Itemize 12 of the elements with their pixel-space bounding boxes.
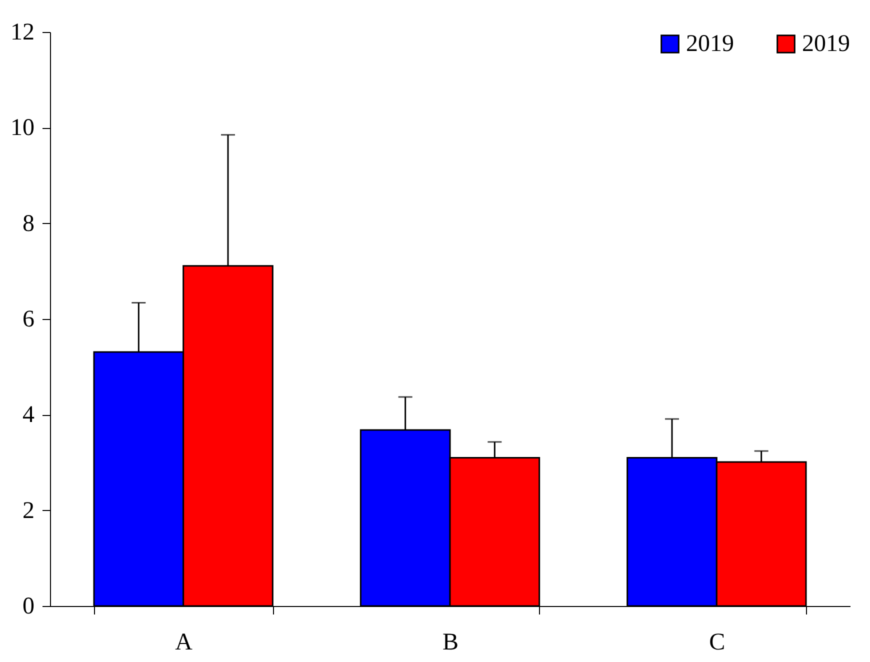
- legend-label: 2019: [802, 31, 850, 57]
- x-tick-label: C: [709, 630, 726, 656]
- legend-label: 2019: [686, 31, 734, 57]
- x-tick-label: B: [442, 630, 459, 656]
- y-tick-label: 2: [22, 498, 34, 524]
- y-tick-label: 4: [22, 402, 34, 428]
- y-tick-label: 6: [22, 306, 34, 332]
- y-tick-label: 10: [10, 115, 34, 142]
- x-tick-label: A: [175, 630, 194, 656]
- y-tick-label: 0: [22, 594, 34, 620]
- y-tick-label: 12: [10, 20, 34, 46]
- y-tick-label: 8: [22, 210, 34, 237]
